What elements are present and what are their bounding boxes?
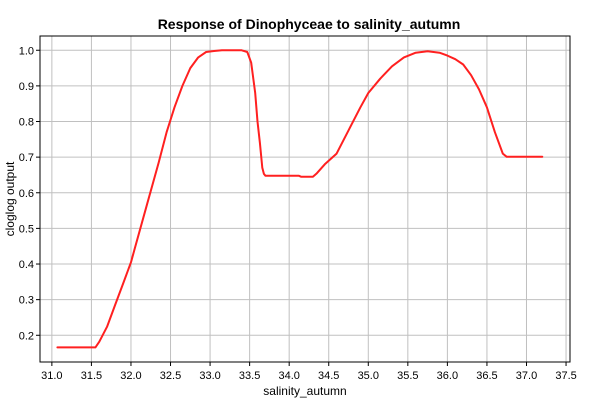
x-axis-label: salinity_autumn — [263, 384, 346, 398]
x-axis-ticks: 31.0 31.5 32.0 32.5 33.0 33.5 34.0 34.5 35.0 35.5… — [41, 362, 577, 382]
y-tick-label: 0.8 — [19, 117, 34, 129]
x-tick-label: 32.5 — [160, 370, 181, 382]
x-tick-label: 33.5 — [239, 370, 260, 382]
series-line-0 — [56, 49, 544, 349]
x-tick-label: 37.0 — [516, 370, 537, 382]
x-tick-label: 36.0 — [437, 370, 458, 382]
y-tick-label: 0.2 — [19, 330, 34, 342]
chart-title: Response of Dinophyceae to salinity_autu… — [158, 16, 461, 32]
y-axis-ticks: 0.2 0.3 0.4 0.5 0.6 0.7 0.8 0.9 1.0 — [19, 45, 40, 342]
y-tick-label: 0.6 — [19, 188, 34, 200]
x-tick-label: 37.5 — [555, 370, 576, 382]
x-tick-label: 35.5 — [397, 370, 418, 382]
y-tick-label: 0.5 — [19, 223, 34, 235]
y-axis-label: cloglog output — [3, 161, 17, 236]
x-tick-label: 34.0 — [278, 370, 299, 382]
plot-area — [39, 35, 571, 363]
x-tick-label: 32.0 — [120, 370, 141, 382]
x-tick-label: 36.5 — [476, 370, 497, 382]
x-tick-label: 31.0 — [41, 370, 62, 382]
x-tick-label: 33.0 — [199, 370, 220, 382]
y-tick-label: 0.4 — [19, 259, 34, 271]
series-layer — [56, 49, 544, 349]
grid — [40, 36, 570, 362]
y-tick-label: 0.9 — [19, 81, 34, 93]
y-tick-label: 0.3 — [19, 295, 34, 307]
y-tick-label: 0.7 — [19, 152, 34, 164]
x-tick-label: 34.5 — [318, 370, 339, 382]
x-tick-label: 31.5 — [81, 370, 102, 382]
y-tick-label: 1.0 — [19, 45, 34, 57]
x-tick-label: 35.0 — [358, 370, 379, 382]
